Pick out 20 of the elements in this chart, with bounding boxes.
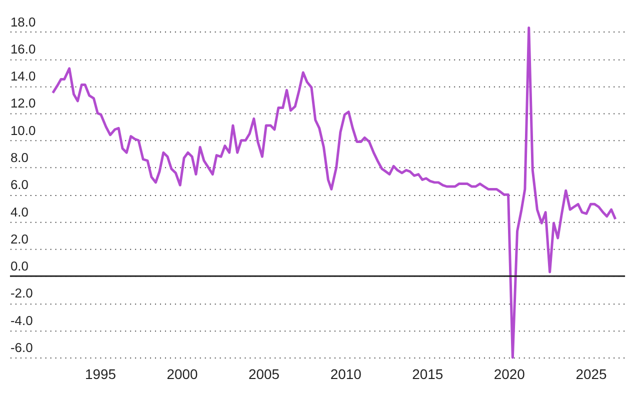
y-tick-label: -6.0 [10,340,33,356]
y-tick-label: 2.0 [10,231,28,246]
x-tick-label: 2005 [248,366,280,382]
y-tick-label: 14.0 [10,68,36,84]
y-tick-label: -4.0 [10,312,33,328]
y-tick-label: 12.0 [10,96,36,111]
y-tick-label: 0.0 [10,258,28,274]
y-tick-label: 4.0 [10,204,28,220]
y-tick-label: 8.0 [10,150,28,166]
x-tick-label: 2020 [494,366,526,382]
x-tick-label: 2010 [330,366,362,382]
y-tick-label: 10.0 [10,122,36,138]
x-tick-label: 2015 [412,366,444,382]
x-tick-label: 2000 [166,366,198,382]
x-tick-label: 2025 [576,366,607,382]
y-tick-label: 16.0 [10,41,36,56]
y-tick-label: -2.0 [10,286,33,301]
x-tick-label: 1995 [84,366,116,382]
y-tick-label: 6.0 [10,177,28,192]
y-tick-label: 18.0 [10,14,36,30]
